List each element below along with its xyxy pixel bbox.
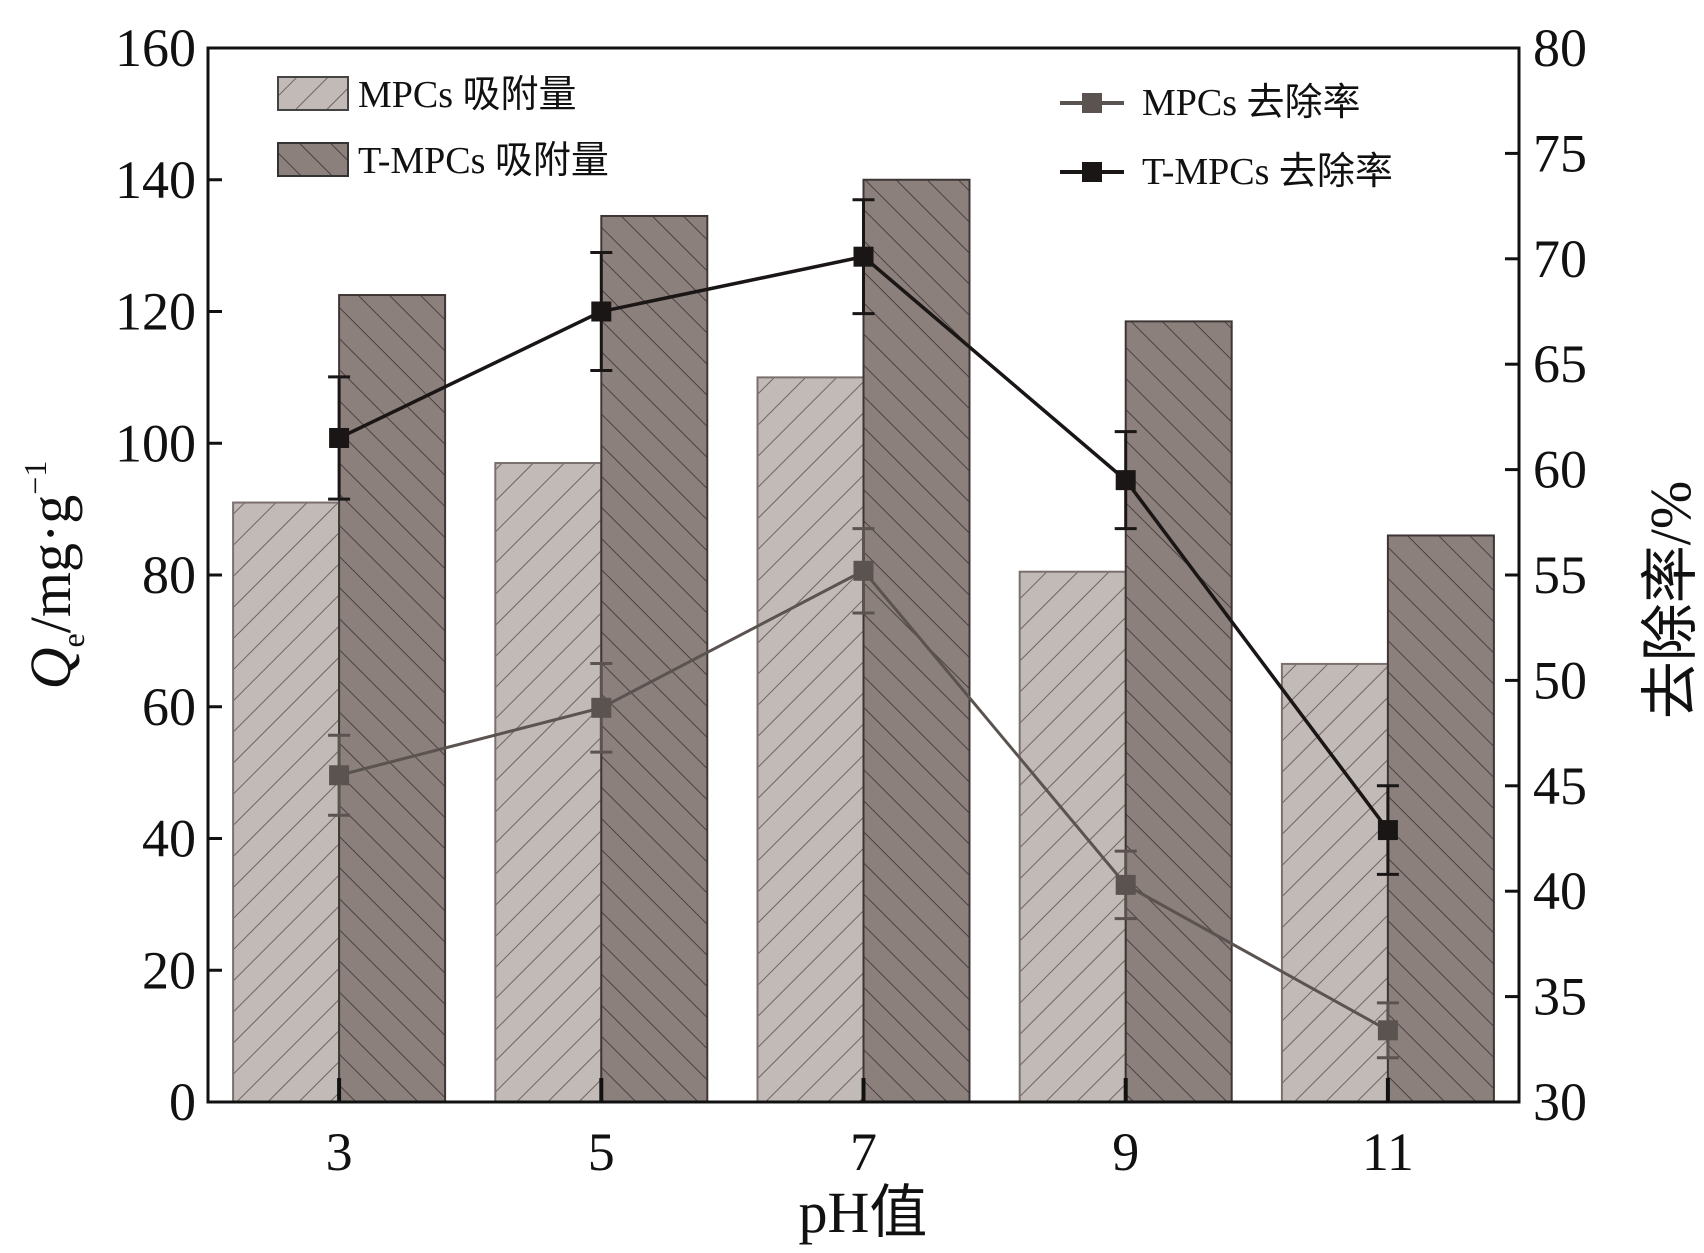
marker-tmpcs-removal-ph-3 xyxy=(329,427,350,448)
lines-layer xyxy=(328,198,1399,1060)
right-axis-title: 去除率/% xyxy=(1638,481,1703,719)
right-tick-label-60: 60 xyxy=(1533,440,1587,500)
left-tick-label-140: 140 xyxy=(115,150,196,210)
left-axis: 0 20 40 60 80 100 120 140 160 xyxy=(115,18,222,1132)
legend-label-mpcs-adsorption: MPCs 吸附量 xyxy=(358,74,577,116)
right-tick-label-65: 65 xyxy=(1533,334,1587,394)
left-tick-label-80: 80 xyxy=(142,545,196,605)
right-tick-label-75: 75 xyxy=(1533,123,1587,183)
x-tick-label-7: 7 xyxy=(850,1122,877,1182)
marker-tmpcs-removal-ph-11 xyxy=(1377,820,1398,841)
bar-tmpcs-adsorption-ph-5 xyxy=(600,214,709,1103)
marker-mpcs-removal-ph-7 xyxy=(853,560,874,581)
left-tick-label-0: 0 xyxy=(169,1072,196,1132)
bar-mpcs-adsorption-ph-3 xyxy=(232,501,341,1104)
bar-tmpcs-adsorption-ph-11 xyxy=(1386,534,1495,1103)
left-axis-title: Qe/mg·g−1 xyxy=(17,461,91,690)
bar-mpcs-adsorption-ph-9 xyxy=(1018,570,1127,1103)
legend-lines: MPCs 去除率 T-MPCs 去除率 xyxy=(1060,82,1393,193)
marker-tmpcs-removal-ph-9 xyxy=(1115,470,1136,491)
bar-tmpcs-adsorption-ph-3 xyxy=(338,294,447,1103)
marker-tmpcs-removal-ph-5 xyxy=(591,301,612,322)
legend-label-mpcs-removal: MPCs 去除率 xyxy=(1142,82,1361,124)
x-tick-label-3: 3 xyxy=(326,1122,353,1182)
legend-bars: MPCs 吸附量 T-MPCs 吸附量 xyxy=(277,74,609,182)
legend-marker-tmpcs-removal xyxy=(1082,162,1102,182)
bar-mpcs-adsorption-ph-11 xyxy=(1280,662,1389,1104)
legend-label-tmpcs-removal: T-MPCs 去除率 xyxy=(1142,151,1393,193)
legend-swatch-mpcs-adsorption xyxy=(277,76,349,111)
bar-tmpcs-adsorption-ph-9 xyxy=(1124,320,1233,1104)
right-tick-label-50: 50 xyxy=(1533,650,1587,710)
x-tick-label-5: 5 xyxy=(588,1122,615,1182)
left-tick-label-40: 40 xyxy=(142,809,196,869)
left-tick-label-120: 120 xyxy=(115,282,196,342)
x-axis-title: pH值 xyxy=(799,1180,928,1245)
left-tick-label-100: 100 xyxy=(115,413,196,473)
bar-mpcs-adsorption-ph-7 xyxy=(756,376,865,1103)
bar-mpcs-adsorption-ph-5 xyxy=(494,462,603,1103)
x-tick-label-9: 9 xyxy=(1112,1122,1139,1182)
right-tick-label-45: 45 xyxy=(1533,756,1587,816)
left-tick-label-160: 160 xyxy=(115,18,196,78)
right-tick-label-70: 70 xyxy=(1533,229,1587,289)
right-tick-label-55: 55 xyxy=(1533,545,1587,605)
left-tick-label-60: 60 xyxy=(142,677,196,737)
legend-label-tmpcs-adsorption: T-MPCs 吸附量 xyxy=(358,140,609,182)
marker-mpcs-removal-ph-3 xyxy=(329,765,350,786)
marker-mpcs-removal-ph-11 xyxy=(1377,1020,1398,1041)
x-tick-label-11: 11 xyxy=(1362,1122,1414,1182)
right-tick-label-35: 35 xyxy=(1533,967,1587,1027)
right-tick-label-40: 40 xyxy=(1533,861,1587,921)
right-tick-label-30: 30 xyxy=(1533,1072,1587,1132)
right-axis: 30 35 40 45 50 55 60 65 70 75 80 xyxy=(1505,18,1587,1132)
bar-tmpcs-adsorption-ph-7 xyxy=(862,178,971,1103)
legend-swatch-tmpcs-adsorption xyxy=(277,142,349,177)
bars-layer xyxy=(232,178,1495,1104)
legend-marker-mpcs-removal xyxy=(1082,93,1102,113)
x-axis: 3 5 7 9 11 xyxy=(326,1078,1414,1182)
right-tick-label-80: 80 xyxy=(1533,18,1587,78)
left-tick-label-20: 20 xyxy=(142,940,196,1000)
marker-mpcs-removal-ph-5 xyxy=(591,697,612,718)
marker-mpcs-removal-ph-9 xyxy=(1115,874,1136,895)
marker-tmpcs-removal-ph-7 xyxy=(853,246,874,267)
